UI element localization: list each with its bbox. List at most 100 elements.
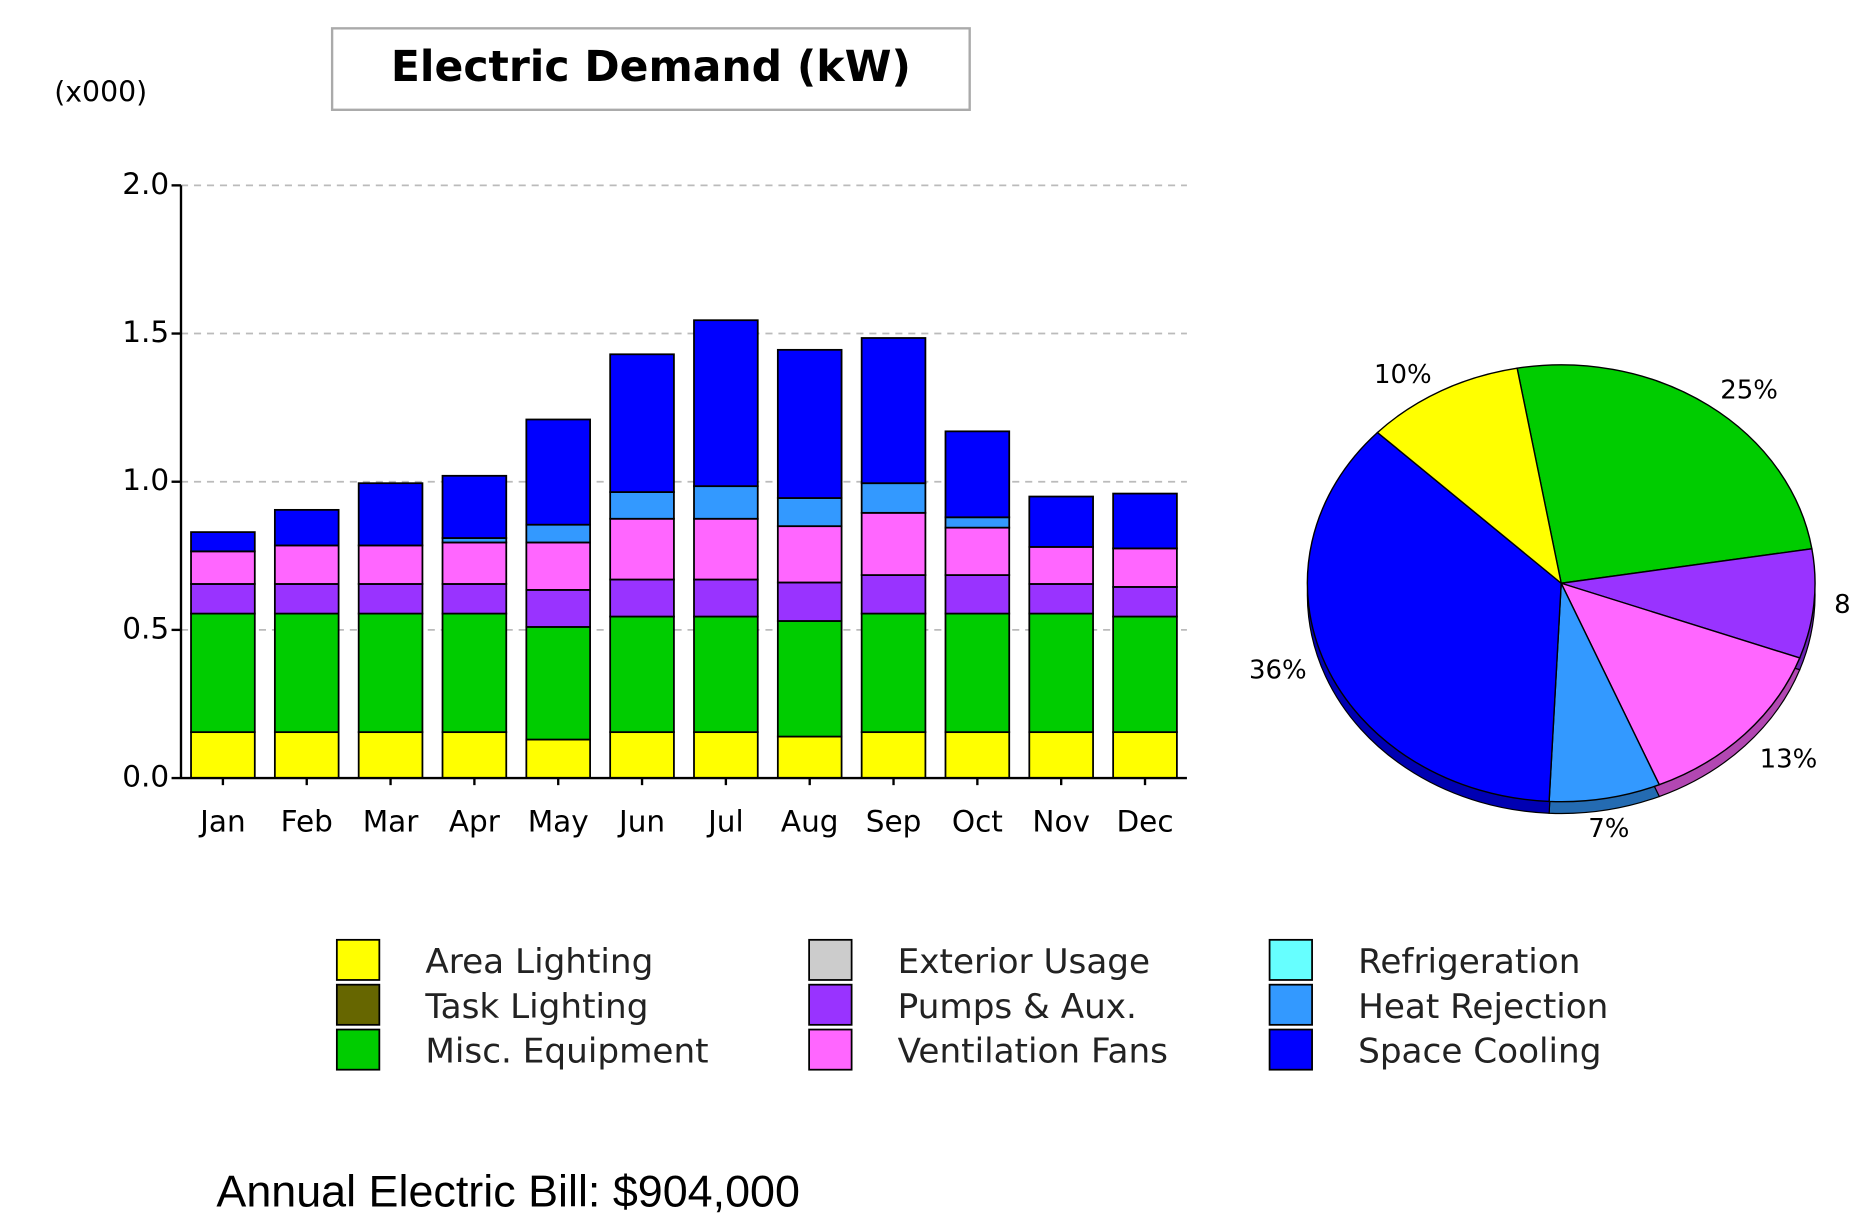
legend-label: Pumps & Aux. <box>898 987 1137 1027</box>
x-tick-label: Nov <box>1032 804 1090 838</box>
x-tick-label: Jul <box>706 804 744 838</box>
bar-segment <box>441 541 508 585</box>
bar-segment <box>273 583 340 615</box>
bar-segment <box>525 418 591 526</box>
bar-segment <box>944 574 1011 615</box>
bar-segment <box>190 531 256 553</box>
x-tick-label: Jan <box>198 804 245 838</box>
footer: Annual Electric Bill: $904,000 <box>216 1166 800 1217</box>
x-tick-label: Oct <box>952 804 1003 838</box>
bar-segment <box>609 491 675 520</box>
bar-segment <box>776 581 843 622</box>
bar-segment <box>525 626 591 741</box>
y-tick-label: 0.5 <box>122 611 169 645</box>
y-tick-label: 0.0 <box>122 760 169 794</box>
legend-label: Space Cooling <box>1358 1032 1601 1072</box>
bar-segment <box>693 319 759 488</box>
bar-segment <box>1112 547 1178 588</box>
bar-segment <box>776 620 843 738</box>
bar-segment <box>944 516 1011 529</box>
bar-segment <box>273 612 340 734</box>
bar-segment <box>1112 731 1178 779</box>
bar-segment <box>525 588 591 628</box>
title-box <box>330 27 971 111</box>
bar-segment <box>944 731 1011 779</box>
bar-segment <box>357 583 424 615</box>
bar-segment <box>1112 586 1178 618</box>
bar-segment <box>860 482 927 514</box>
bar-segment <box>190 550 256 585</box>
legend-label: Area Lighting <box>425 942 653 982</box>
bar-segment <box>944 612 1011 734</box>
pie-label: 36% <box>1249 655 1307 685</box>
legend-swatch <box>335 1028 381 1071</box>
bar-segment <box>525 738 591 779</box>
bar-segment <box>776 497 843 528</box>
bar-segment <box>525 541 591 591</box>
bar-segment <box>441 612 508 734</box>
bar-segment <box>693 485 759 520</box>
legend-label: Task Lighting <box>424 987 648 1027</box>
legend-swatch <box>808 938 853 981</box>
x-tick-label: Apr <box>449 804 501 838</box>
bar-segment <box>1028 495 1094 548</box>
bar-segment <box>1112 615 1178 734</box>
pie-label: 10% <box>1374 360 1432 390</box>
bar-segment <box>609 517 675 581</box>
pie-label: 8% <box>1834 590 1852 620</box>
pie-slice <box>1560 547 1816 659</box>
bar-segment <box>776 348 843 499</box>
bar-segment <box>1112 492 1178 550</box>
legend-swatch <box>335 983 381 1026</box>
bar-segment <box>357 612 424 734</box>
bar-segment <box>693 731 759 779</box>
legend-swatch <box>1268 1028 1313 1071</box>
bar-segment <box>273 544 340 585</box>
bar-segment <box>693 578 759 618</box>
bar-segment <box>693 517 759 581</box>
bar-segment <box>609 731 675 779</box>
bar-segment <box>944 526 1011 576</box>
y-tick-label: 1.5 <box>122 315 169 349</box>
bar-segment <box>525 523 591 544</box>
bar-segment <box>441 731 508 779</box>
bar-segment <box>609 578 675 618</box>
chart-title: Electric Demand (kW) <box>391 43 911 92</box>
bar-segment <box>357 544 424 585</box>
legend-label: Misc. Equipment <box>425 1032 708 1072</box>
bar-segment <box>609 353 675 493</box>
legend-swatch <box>1268 983 1313 1026</box>
bar-segment <box>1028 612 1094 734</box>
x-tick-label: Aug <box>781 804 839 838</box>
pie-slice <box>1548 580 1661 803</box>
x-tick-label: Feb <box>281 804 333 838</box>
bar-segment <box>609 615 675 734</box>
pie-slice <box>1306 431 1562 803</box>
x-tick-label: Mar <box>363 804 420 838</box>
bar-segment <box>190 612 256 734</box>
pie-slice <box>1559 582 1801 786</box>
pie-label: 7% <box>1588 814 1629 844</box>
bar-segment <box>1028 731 1094 779</box>
legend-label: Refrigeration <box>1358 942 1580 982</box>
y-tick-label: 2.0 <box>122 167 169 201</box>
x-tick-label: Dec <box>1116 804 1173 838</box>
bar-segment <box>273 508 340 547</box>
x-tick-label: May <box>528 804 589 838</box>
bar-segment <box>190 583 256 615</box>
bar-segment <box>860 731 927 779</box>
bar-segment <box>693 615 759 734</box>
bar-segment <box>1028 583 1094 615</box>
pie-label: 25% <box>1720 376 1778 406</box>
legend-label: Heat Rejection <box>1358 987 1608 1027</box>
bar-segment <box>357 731 424 779</box>
bar-segment <box>860 337 927 485</box>
bar-segment <box>860 574 927 615</box>
x-tick-label: Sep <box>866 804 922 838</box>
bar-segment <box>776 735 843 779</box>
bar-segment <box>944 430 1011 519</box>
pie-slice <box>1376 367 1563 586</box>
bar-segment <box>441 474 508 539</box>
